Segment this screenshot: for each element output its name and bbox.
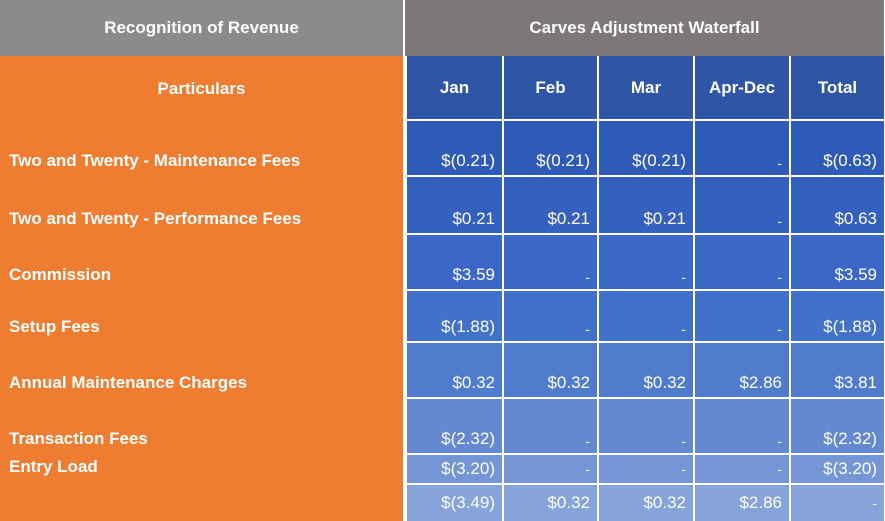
row-label: Two and Twenty - Maintenance Fees [0,121,405,177]
value-cell-mar: $0.21 [597,177,693,235]
value-cell-apr-dec: - [693,399,789,455]
row-label: Two and Twenty - Performance Fees [0,177,405,235]
value-cell-total: $3.59 [789,235,884,291]
row-label: Annual Maintenance Charges [0,343,405,399]
value-cell-feb: - [502,455,597,485]
value-cell-apr-dec: - [693,121,789,177]
value-cell-mar: $(0.21) [597,121,693,177]
value-cell-mar: - [597,291,693,343]
value-cell-total: $(3.20) [789,455,884,485]
value-cell-total: $3.81 [789,343,884,399]
value-cell-jan: $(1.88) [405,291,502,343]
value-cell-total: $(2.32) [789,399,884,455]
value-cell-feb: $0.21 [502,177,597,235]
value-cell-jan: $0.21 [405,177,502,235]
value-cell-jan: $(0.21) [405,121,502,177]
total-cell-feb: $0.32 [502,485,597,521]
value-cell-mar: - [597,399,693,455]
particulars-header: Particulars [0,56,405,121]
value-cell-apr-dec: - [693,291,789,343]
total-cell-total: - [789,485,884,521]
value-cell-feb: - [502,235,597,291]
waterfall-header: Carves Adjustment Waterfall [405,0,884,56]
value-cell-feb: - [502,399,597,455]
value-cell-total: $0.63 [789,177,884,235]
row-label: Transaction Fees [0,399,405,455]
row-label: Setup Fees [0,291,405,343]
value-cell-total: $(1.88) [789,291,884,343]
column-header-mar: Mar [597,56,693,121]
column-header-apr-dec: Apr-Dec [693,56,789,121]
row-label: Commission [0,235,405,291]
recognition-header: Recognition of Revenue [0,0,405,56]
column-header-feb: Feb [502,56,597,121]
value-cell-apr-dec: - [693,177,789,235]
value-cell-feb: $0.32 [502,343,597,399]
total-cell-mar: $0.32 [597,485,693,521]
value-cell-apr-dec: - [693,455,789,485]
column-header-jan: Jan [405,56,502,121]
value-cell-feb: $(0.21) [502,121,597,177]
column-header-total: Total [789,56,884,121]
value-cell-jan: $0.32 [405,343,502,399]
totals-row-label [0,485,405,521]
row-label: Entry Load [0,455,405,485]
value-cell-mar: $0.32 [597,343,693,399]
value-cell-total: $(0.63) [789,121,884,177]
total-cell-apr-dec: $2.86 [693,485,789,521]
total-cell-jan: $(3.49) [405,485,502,521]
value-cell-mar: - [597,235,693,291]
value-cell-jan: $(2.32) [405,399,502,455]
value-cell-feb: - [502,291,597,343]
value-cell-apr-dec: $2.86 [693,343,789,399]
value-cell-apr-dec: - [693,235,789,291]
value-cell-jan: $3.59 [405,235,502,291]
value-cell-jan: $(3.20) [405,455,502,485]
value-cell-mar: - [597,455,693,485]
